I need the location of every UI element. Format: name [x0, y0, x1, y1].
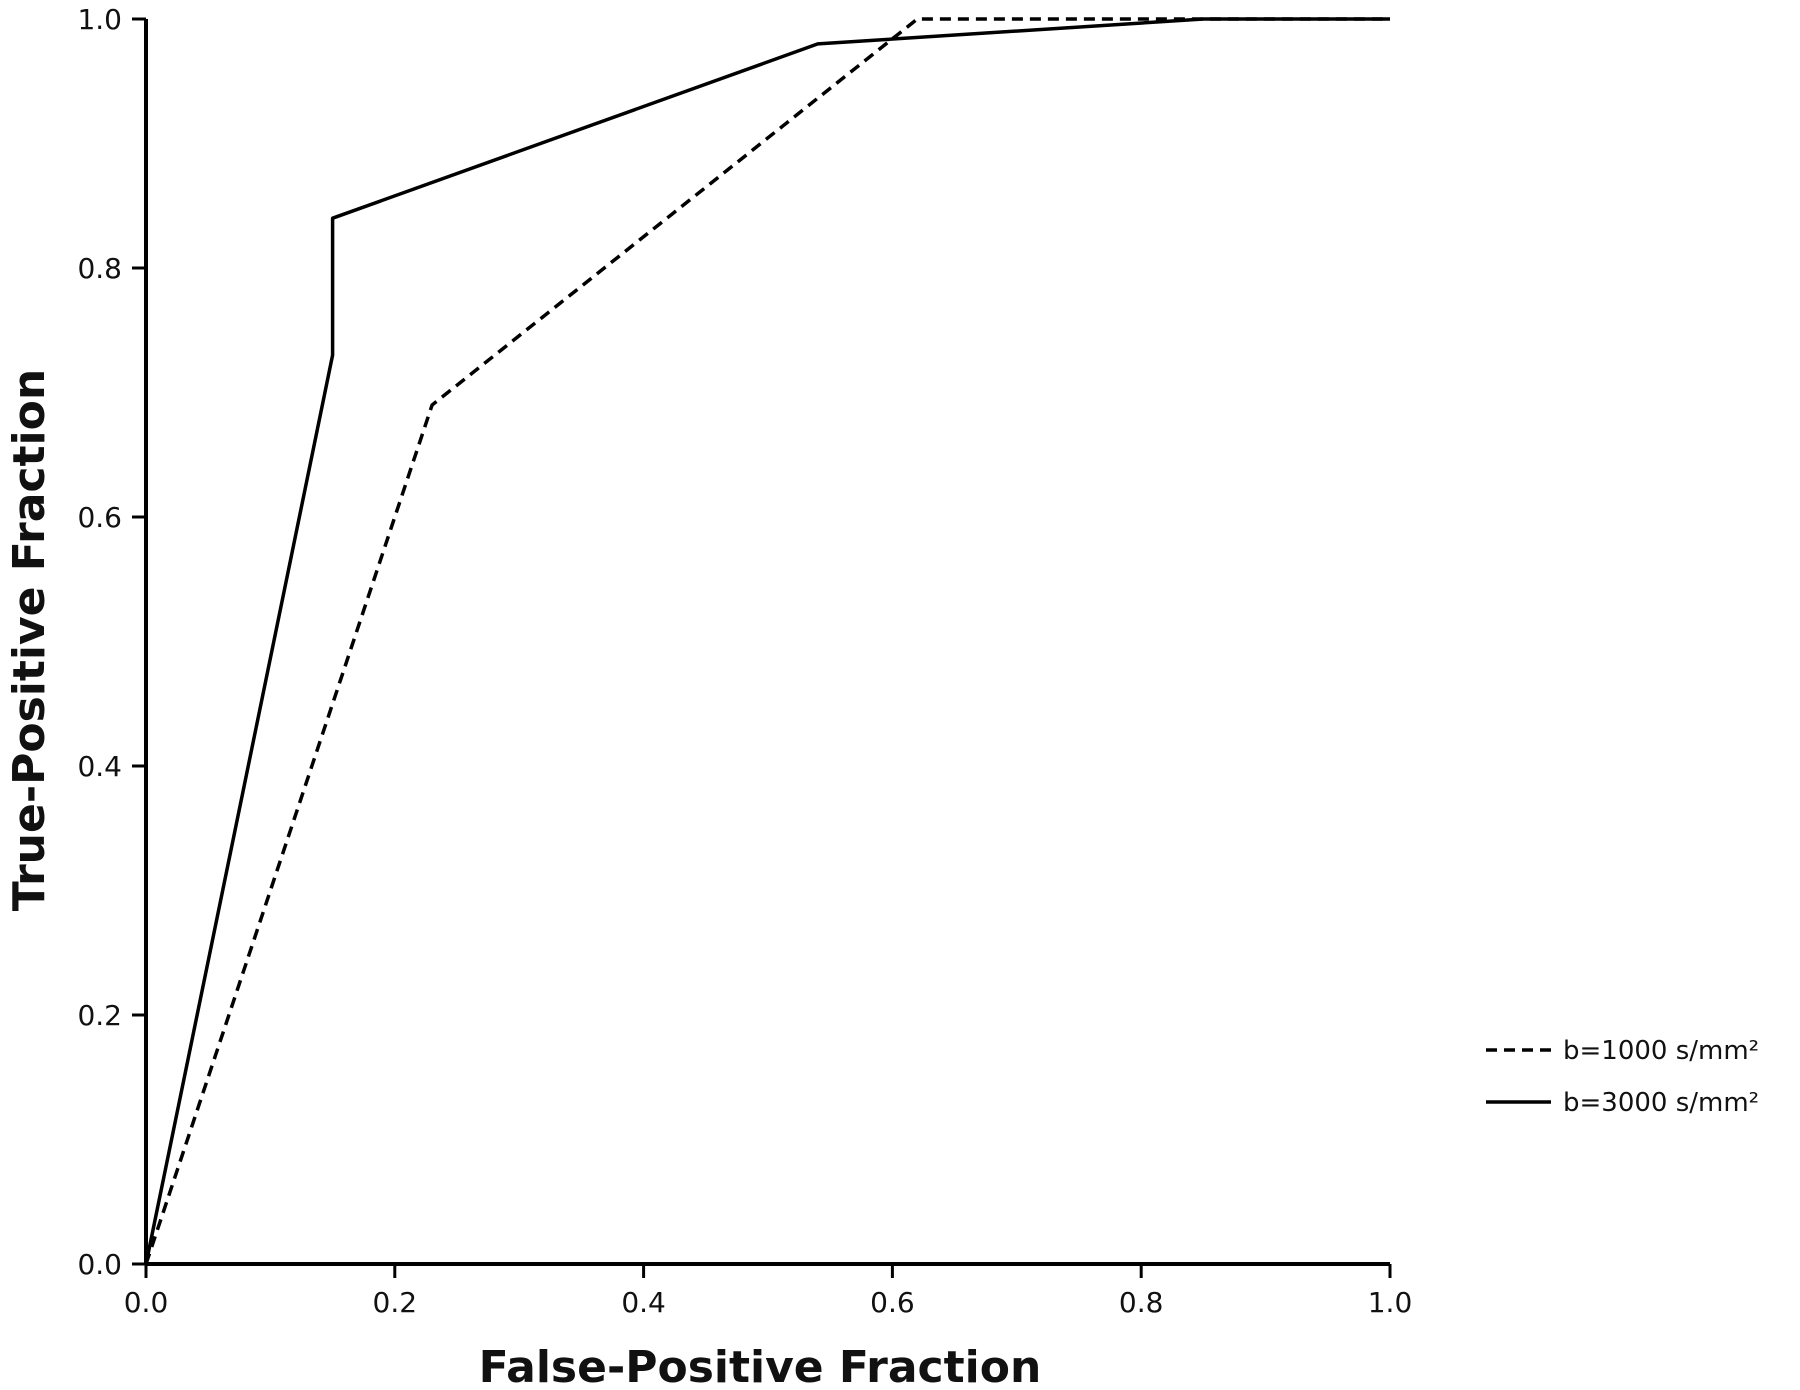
axes: 0.0 0.2 0.4 0.6 0.8 1.0 0.0 0.2 0.4 0.6 0.8 1.0 [77, 3, 1412, 1319]
y-tick-label: 0.6 [77, 501, 122, 534]
legend-label-1: b=1000 s/mm² [1563, 1036, 1759, 1066]
y-axis-title: True-Positive Fraction [4, 369, 55, 911]
series-line-2 [144, 17, 1390, 1265]
y-tick-label: 0.4 [77, 750, 122, 783]
legend-label-2: b=3000 s/mm² [1563, 1088, 1759, 1118]
x-tick-label: 0.2 [373, 1286, 418, 1319]
x-axis-title: False-Positive Fraction [479, 1342, 1042, 1390]
y-tick-label: 0.8 [77, 252, 122, 285]
x-tick-label: 0.6 [870, 1286, 915, 1319]
x-tick-label: 0.0 [124, 1286, 169, 1319]
series-line-1 [144, 17, 1390, 1265]
series-layer [144, 17, 1390, 1265]
x-tick-label: 1.0 [1368, 1286, 1413, 1319]
y-tick-label: 1.0 [77, 3, 122, 36]
x-tick-label: 0.4 [621, 1286, 666, 1319]
x-tick-label: 0.8 [1119, 1286, 1164, 1319]
legend: b=1000 s/mm² b=3000 s/mm² [1486, 1036, 1759, 1118]
y-tick-label: 0.0 [77, 1248, 122, 1281]
y-tick-label: 0.2 [77, 999, 122, 1032]
